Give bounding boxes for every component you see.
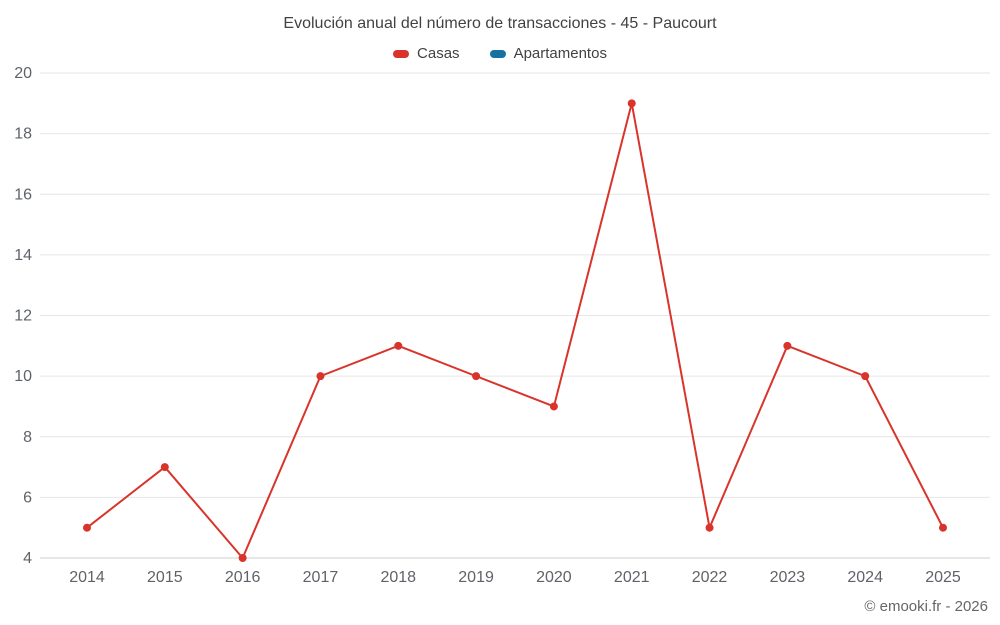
y-tick-label: 10 bbox=[14, 368, 32, 385]
data-point-casas[interactable] bbox=[939, 523, 947, 532]
x-tick-label: 2017 bbox=[303, 569, 339, 586]
x-tick-label: 2024 bbox=[847, 569, 883, 586]
data-point-casas[interactable] bbox=[160, 463, 169, 472]
x-tick-label: 2018 bbox=[380, 569, 416, 586]
data-point-casas[interactable] bbox=[238, 554, 247, 562]
y-tick-label: 18 bbox=[14, 126, 32, 143]
x-tick-label: 2025 bbox=[925, 569, 961, 586]
casas-swatch-icon bbox=[393, 49, 410, 58]
x-tick-label: 2019 bbox=[458, 569, 494, 586]
x-tick-label: 2015 bbox=[147, 569, 183, 586]
y-tick-label: 20 bbox=[14, 65, 32, 82]
data-point-casas[interactable] bbox=[783, 341, 792, 350]
x-tick-label: 2014 bbox=[69, 569, 105, 586]
y-tick-label: 12 bbox=[14, 308, 32, 325]
data-point-casas[interactable] bbox=[472, 372, 481, 381]
data-point-casas[interactable] bbox=[316, 372, 325, 381]
x-tick-label: 2020 bbox=[536, 569, 572, 586]
data-point-casas[interactable] bbox=[627, 99, 636, 108]
apartamentos-swatch-icon bbox=[489, 49, 506, 58]
legend: Casas Apartamentos bbox=[0, 45, 1000, 62]
x-tick-label: 2022 bbox=[692, 569, 728, 586]
y-tick-label: 8 bbox=[23, 429, 32, 446]
y-tick-label: 6 bbox=[23, 489, 32, 506]
y-tick-label: 14 bbox=[14, 247, 32, 264]
legend-item-apartamentos[interactable]: Apartamentos bbox=[489, 45, 607, 62]
legend-item-casas[interactable]: Casas bbox=[393, 45, 460, 62]
y-tick-label: 16 bbox=[14, 186, 32, 203]
data-point-casas[interactable] bbox=[394, 341, 403, 350]
x-tick-label: 2023 bbox=[770, 569, 806, 586]
legend-label-casas: Casas bbox=[417, 45, 460, 62]
x-tick-label: 2021 bbox=[614, 569, 650, 586]
legend-label-apartamentos: Apartamentos bbox=[513, 45, 607, 62]
data-point-casas[interactable] bbox=[705, 523, 714, 532]
chart-title: Evolución anual del número de transaccio… bbox=[283, 15, 717, 32]
y-tick-label: 4 bbox=[23, 550, 32, 567]
data-point-casas[interactable] bbox=[861, 372, 870, 381]
copyright: © emooki.fr - 2026 bbox=[864, 598, 988, 615]
x-tick-label: 2016 bbox=[225, 569, 261, 586]
data-point-casas[interactable] bbox=[549, 402, 558, 411]
data-point-casas[interactable] bbox=[83, 523, 91, 532]
series-line-casas bbox=[86, 102, 944, 559]
